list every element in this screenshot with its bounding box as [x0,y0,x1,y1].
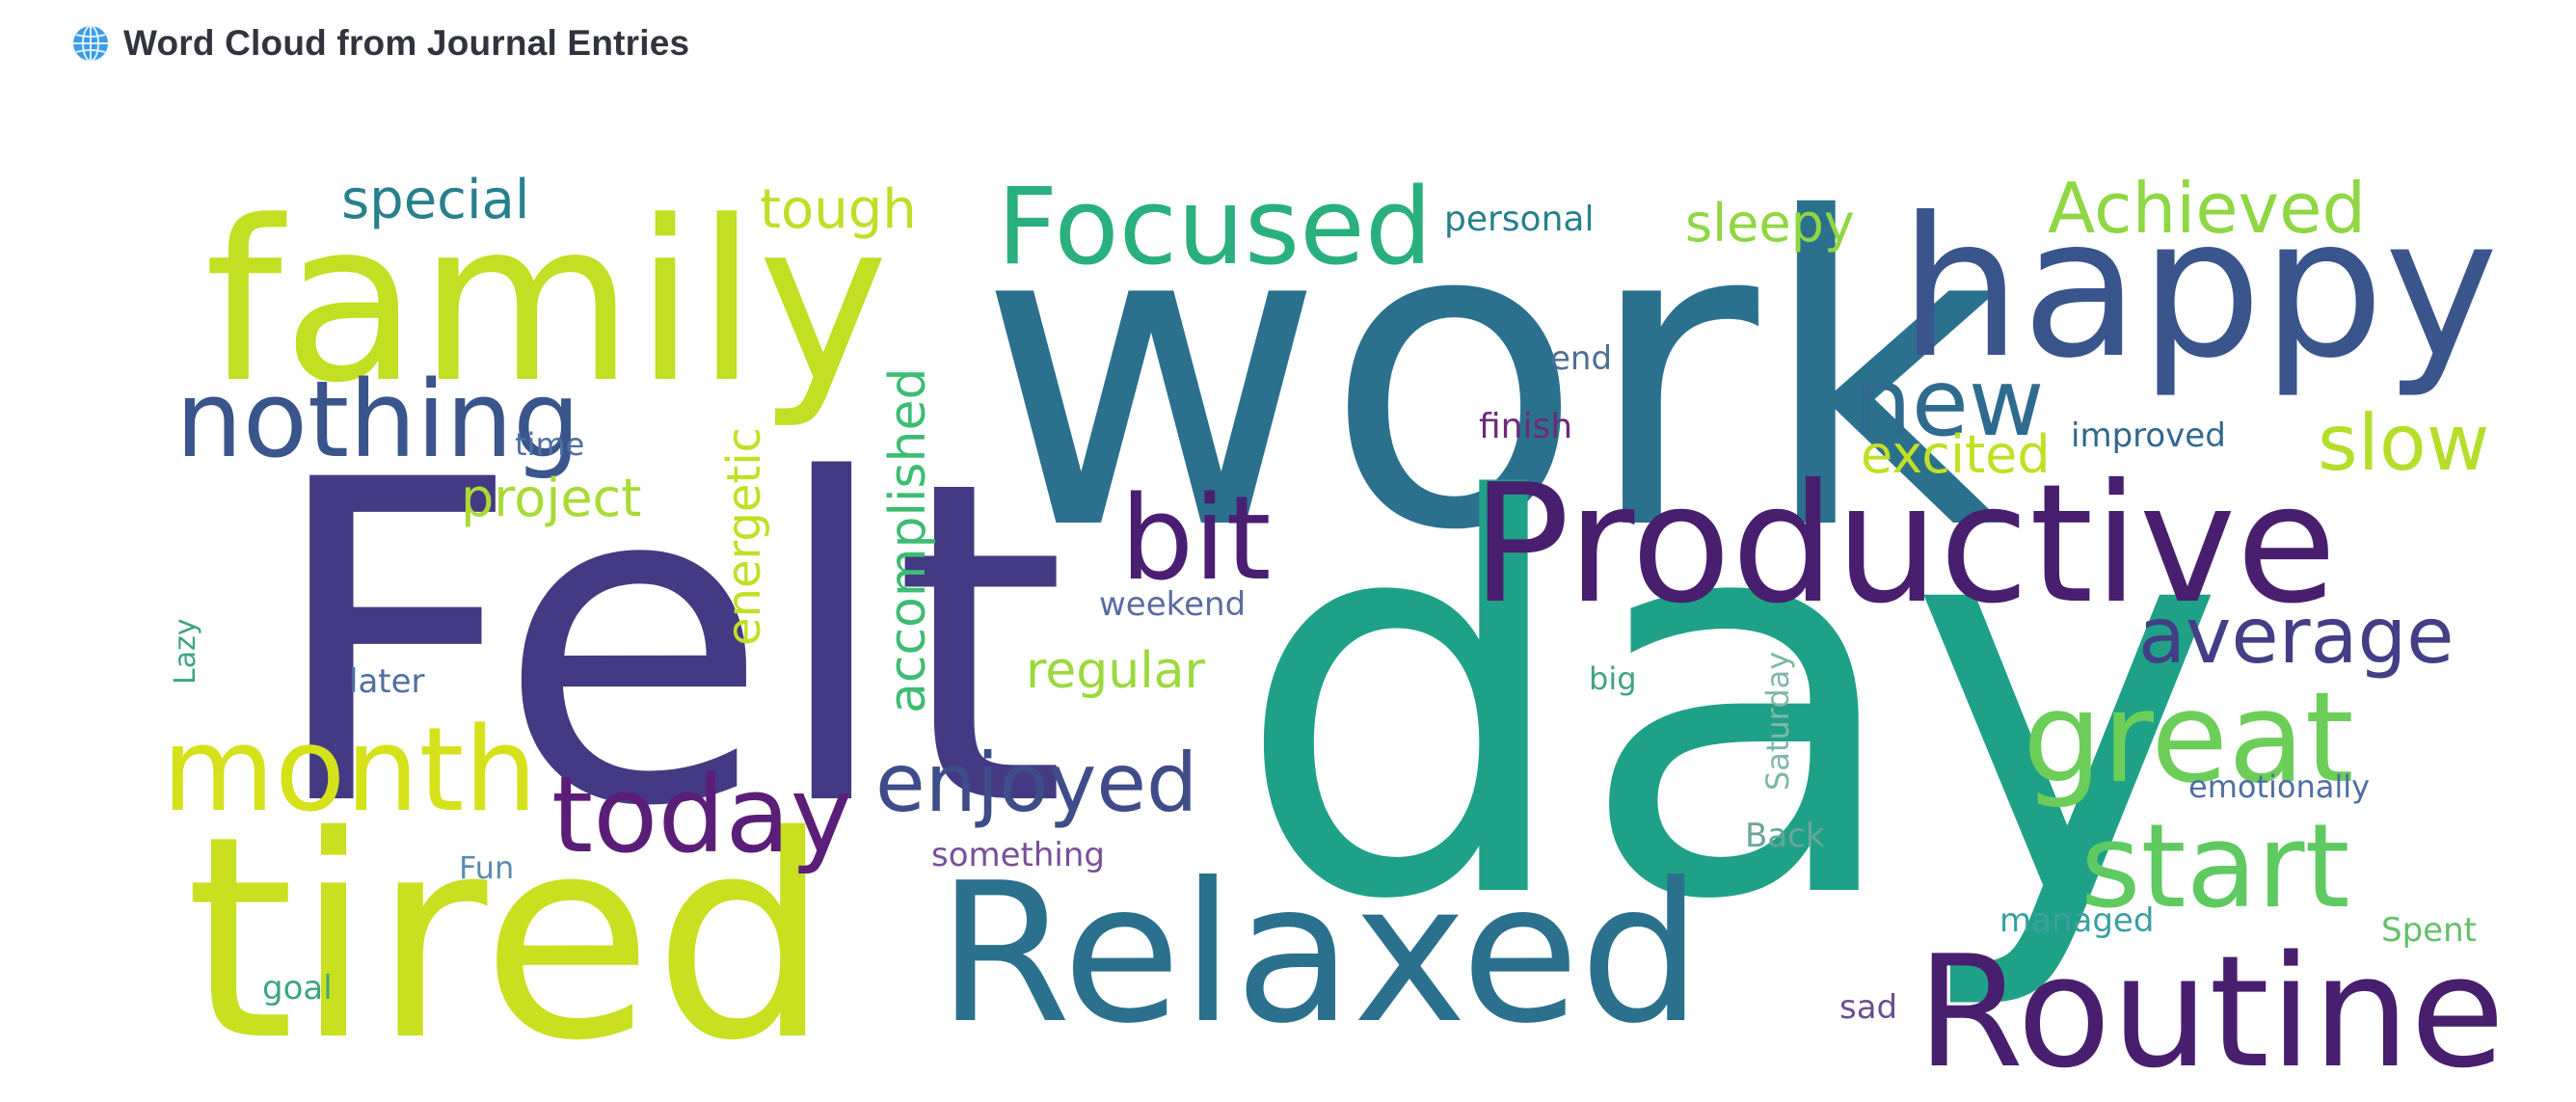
word-felt: Felt [266,388,1067,903]
word-family: family [204,175,889,432]
word-sad: sad [1839,988,1898,1027]
word-routine: Routine [1917,922,2506,1102]
word-spent: Spent [2381,911,2477,950]
word-project: project [461,468,642,528]
word-lazy: Lazy [169,618,202,685]
word-energetic: energetic [717,427,771,646]
word-special: special [341,169,530,231]
word-slow: slow [2318,398,2490,488]
word-cloud: work Felt day family tired happy Productive Rel… [162,129,2518,1102]
word-finish: finish [1479,407,1573,446]
word-accomplished: accomplished [879,367,937,713]
word-focused: Focused [997,165,1433,288]
word-emotionally: emotionally [2188,768,2371,805]
word-improved: improved [2071,417,2226,455]
word-start: start [2080,800,2350,934]
word-great: great [2023,664,2354,811]
word-happy: happy [1899,176,2499,401]
word-today: today [551,753,853,876]
word-productive: Productive [1471,449,2337,640]
word-weekend: weekend [1099,585,1247,624]
word-back: Back [1745,817,1825,855]
word-relaxed: Relaxed [937,842,1703,1066]
word-sleepy: sleepy [1685,193,1855,254]
word-end: end [1550,339,1613,378]
globe-icon [73,25,108,62]
word-enjoyed: enjoyed [875,736,1198,830]
word-later: later [349,662,425,701]
word-tough: tough [760,178,917,241]
word-tired: tired [185,777,831,1102]
word-saturday: Saturday [1759,651,1796,791]
word-something: something [931,836,1106,874]
word-bit: bit [1120,472,1272,606]
word-time: time [515,426,585,463]
word-work: work [978,129,2004,623]
word-personal: personal [1444,200,1595,239]
word-average: average [2138,591,2455,681]
word-achieved: Achieved [2048,168,2367,249]
word-day: day [1234,390,2228,1018]
word-nothing: nothing [175,358,580,481]
word-excited: excited [1861,424,2051,485]
section-header: Word Cloud from Journal Entries [71,21,689,66]
word-managed: managed [1999,901,2155,940]
word-new: new [1853,349,2045,457]
word-regular: regular [1026,642,1205,700]
word-fun: Fun [459,849,515,886]
word-big: big [1589,660,1637,697]
word-month: month [162,704,538,838]
word-goal: goal [262,969,333,1008]
section-title: Word Cloud from Journal Entries [123,23,690,63]
